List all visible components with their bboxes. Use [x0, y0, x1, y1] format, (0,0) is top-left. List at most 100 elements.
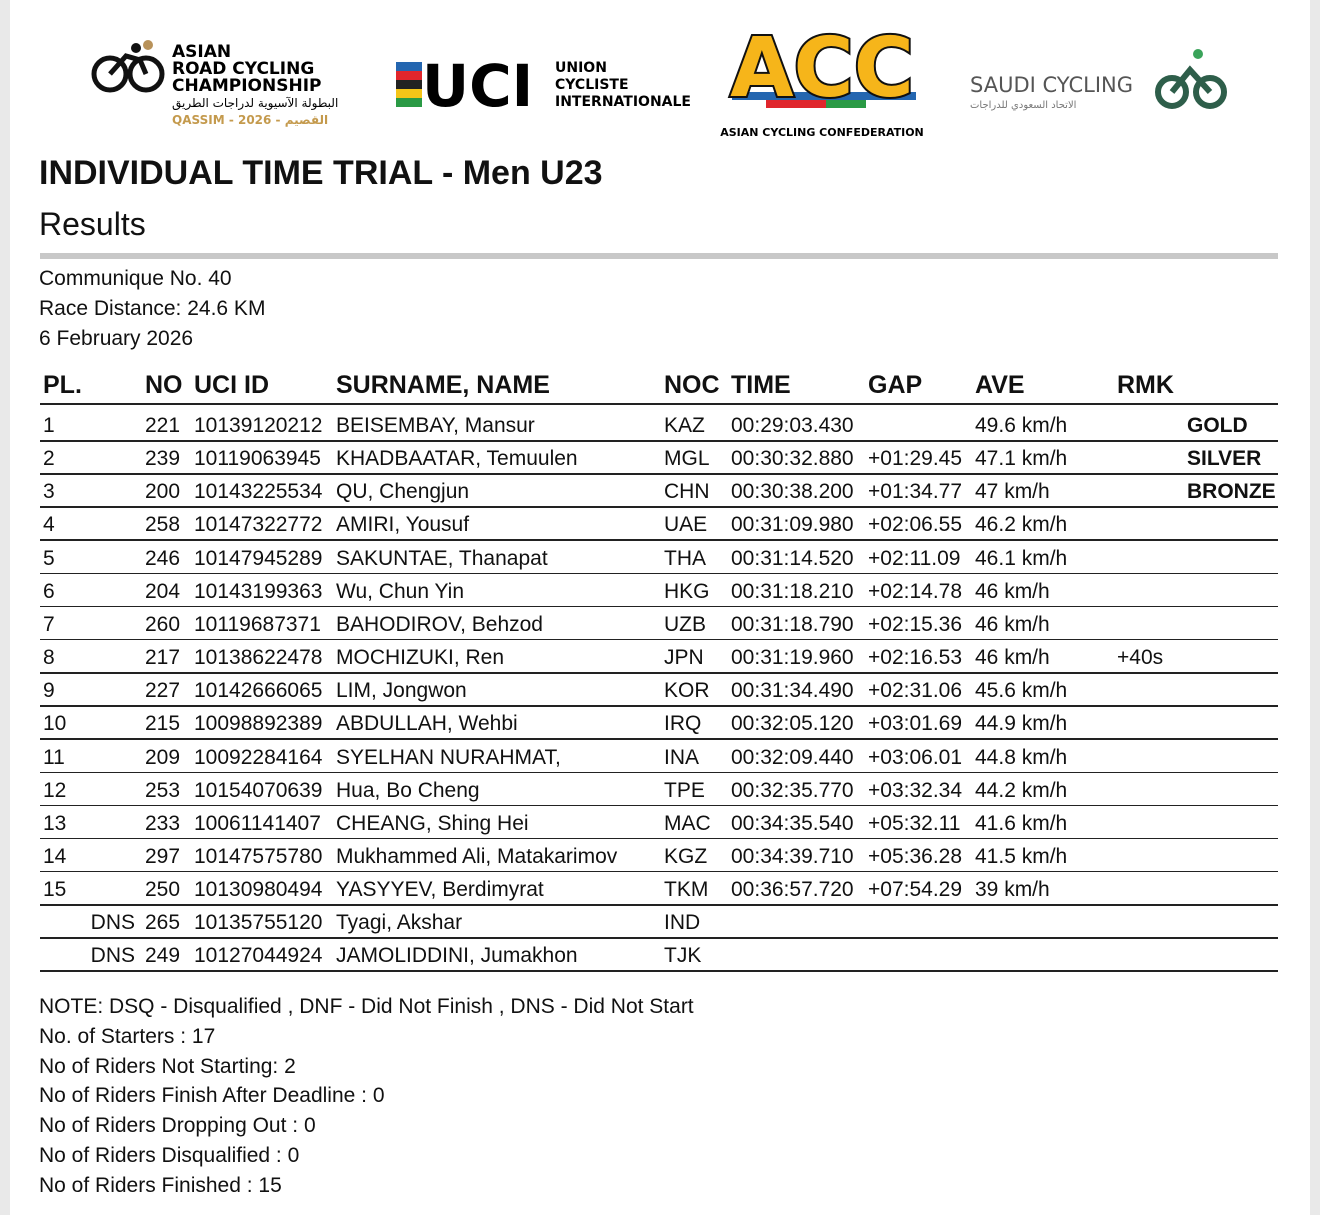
table-cell: 00:30:38.200: [731, 480, 854, 504]
table-cell: 49.6 km/h: [975, 414, 1068, 437]
table-cell: JAMOLIDDINI, Jumakhon: [336, 944, 578, 968]
table-cell: 265: [145, 911, 181, 935]
table-cell: THA: [664, 546, 706, 570]
info-line: Communique No. 40: [39, 267, 232, 290]
table-cell: DNS: [90, 944, 135, 968]
logo-text: ASIAN CYCLING CONFEDERATION: [720, 126, 924, 139]
table-cell: +03:06.01: [868, 745, 963, 769]
table-cell: 9: [43, 679, 55, 703]
table-cell: 204: [145, 579, 181, 603]
table-cell: 47 km/h: [975, 480, 1050, 504]
column-header: TIME: [731, 371, 791, 399]
row-rule: [40, 539, 1278, 541]
note-line: No of Riders Finished : 15: [39, 1173, 282, 1197]
table-cell: +02:31.06: [868, 679, 963, 703]
medal: GOLD: [1187, 414, 1248, 437]
table-cell: IND: [664, 911, 701, 935]
table-cell: 209: [145, 745, 181, 769]
table-cell: MOCHIZUKI, Ren: [336, 646, 505, 670]
table-cell: +02:06.55: [868, 513, 963, 537]
table-cell: CHN: [664, 480, 710, 504]
table-cell: 00:32:05.120: [731, 712, 854, 736]
table-cell: 4: [43, 513, 55, 537]
table-cell: +03:32.34: [868, 778, 963, 802]
table-cell: Wu, Chun Yin: [336, 579, 465, 603]
table-cell: BAHODIROV, Behzod: [336, 612, 543, 636]
championship-logo: ASIAN ROAD CYCLING CHAMPIONSHIP البطولة …: [91, 40, 338, 127]
table-cell: 10127044924: [194, 944, 323, 968]
table-cell: 10119687371: [194, 612, 321, 636]
column-header: NO: [145, 371, 183, 399]
table-cell: 2: [43, 447, 55, 471]
note-line: No of Riders Disqualified : 0: [39, 1144, 300, 1167]
row-rule: [40, 804, 1278, 807]
table-cell: 10139120212: [194, 414, 323, 437]
table-cell: 12: [43, 778, 67, 802]
table-cell: Tyagi, Akshar: [336, 911, 463, 935]
table-cell: +07:54.29: [868, 878, 963, 902]
logo-text: QASSIM - 2026 - القصيم: [172, 113, 328, 127]
table-cell: 10061141407: [194, 811, 321, 835]
row-rule: [40, 473, 1278, 475]
row-rule: [40, 506, 1278, 508]
table-cell: 41.6 km/h: [975, 811, 1068, 835]
table-cell: 00:31:19.960: [731, 646, 854, 670]
table-cell: 10119063945: [194, 447, 321, 471]
table-cell: 10147322772: [194, 513, 323, 537]
row-rule: [40, 970, 1278, 972]
table-cell: 00:32:35.770: [731, 778, 854, 802]
table-cell: 39 km/h: [975, 878, 1050, 902]
table-cell: MGL: [664, 447, 710, 471]
table-cell: SAKUNTAE, Thanapat: [336, 546, 548, 570]
table-cell: 41.5 km/h: [975, 844, 1068, 868]
row-rule: [40, 672, 1278, 674]
row-rule: [40, 837, 1278, 840]
table-cell: 10154070639: [194, 778, 323, 802]
table-cell: +03:01.69: [868, 712, 963, 736]
logo-text: ASIAN: [172, 42, 231, 62]
table-cell: +02:11.09: [868, 546, 961, 570]
table-cell: 221: [145, 414, 181, 437]
table-cell: KGZ: [664, 844, 708, 868]
column-header: GAP: [868, 371, 923, 399]
row-rule: [40, 705, 1278, 707]
logo-text: ROAD CYCLING: [172, 59, 314, 79]
table-cell: 258: [145, 513, 181, 537]
table-cell: 00:29:03.430: [731, 414, 854, 437]
table-cell: 10143199363: [194, 579, 323, 603]
table-cell: MAC: [664, 811, 711, 835]
table-cell: 10130980494: [194, 878, 323, 902]
table-cell: 45.6 km/h: [975, 679, 1068, 703]
table-cell: 10138622478: [194, 646, 323, 670]
table-cell: UAE: [664, 513, 708, 537]
table-cell: 00:34:39.710: [731, 844, 854, 868]
row-rule: [40, 870, 1278, 873]
table-cell: 7: [43, 612, 55, 636]
table-cell: 00:31:34.490: [731, 679, 854, 703]
table-cell: INA: [664, 745, 700, 769]
table-cell: 00:36:57.720: [731, 878, 854, 902]
table-cell: 00:31:09.980: [731, 513, 854, 537]
table-cell: +01:34.77: [868, 480, 963, 504]
table-cell: JPN: [664, 646, 704, 670]
acc-mark: ACC: [730, 21, 914, 116]
table-cell: 1: [43, 414, 55, 437]
table-cell: Hua, Bo Cheng: [336, 778, 480, 802]
table-cell: 15: [43, 878, 67, 902]
table-cell: 00:34:35.540: [731, 811, 854, 835]
table-cell: 233: [145, 811, 181, 835]
row-rule: [40, 440, 1278, 442]
table-cell: +01:29.45: [868, 447, 963, 471]
table-cell: 297: [145, 844, 181, 868]
table-cell: YASYYEV, Berdimyrat: [336, 878, 544, 902]
table-cell: BEISEMBAY, Mansur: [336, 414, 535, 437]
row-rule: [40, 605, 1278, 608]
table-cell: 46 km/h: [975, 579, 1050, 603]
note-line: No of Riders Not Starting: 2: [39, 1054, 296, 1078]
column-header: PL.: [43, 371, 82, 399]
column-header: RMK: [1117, 371, 1174, 399]
info-line: 6 February 2026: [39, 327, 194, 350]
table-cell: +02:15.36: [868, 612, 963, 636]
logo-text: INTERNATIONALE: [555, 94, 691, 110]
table-cell: 13: [43, 811, 67, 835]
